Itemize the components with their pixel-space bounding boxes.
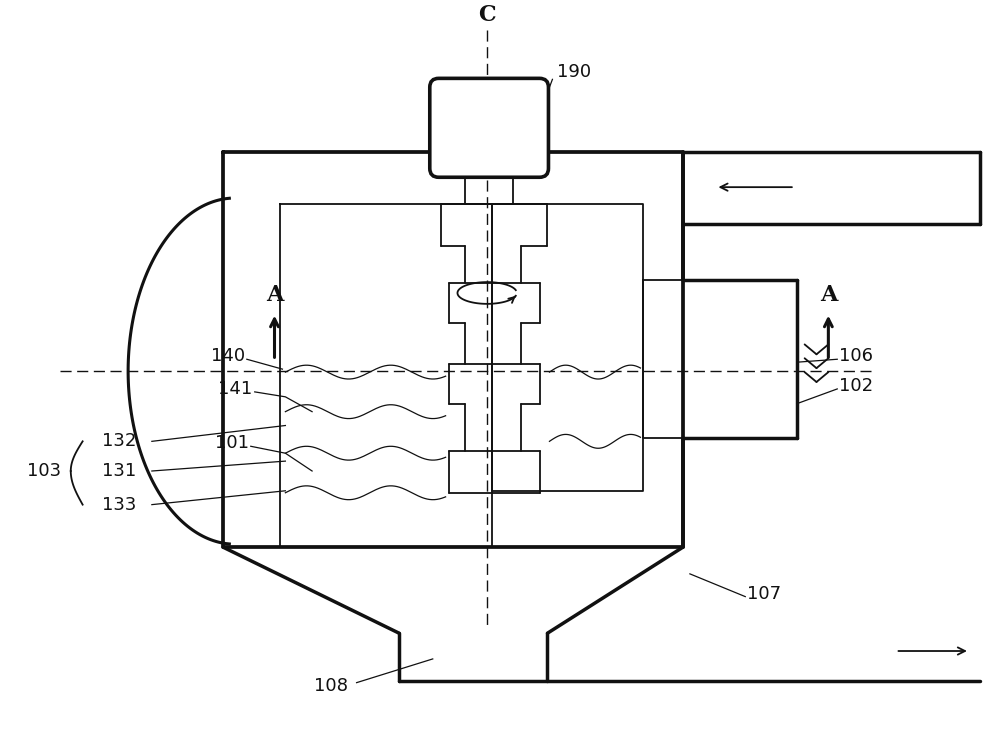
Text: 140: 140: [211, 347, 245, 365]
Text: 101: 101: [215, 434, 249, 453]
Text: 132: 132: [102, 433, 137, 450]
Text: 108: 108: [314, 677, 348, 695]
Text: 190: 190: [557, 63, 591, 82]
Text: A: A: [820, 284, 837, 306]
Text: 131: 131: [102, 462, 137, 480]
Text: 106: 106: [839, 347, 873, 365]
Text: 141: 141: [218, 380, 253, 398]
Text: 107: 107: [747, 585, 781, 603]
Text: C: C: [478, 4, 496, 26]
FancyBboxPatch shape: [430, 79, 548, 177]
Text: 102: 102: [839, 377, 873, 395]
Text: 133: 133: [102, 496, 137, 513]
Text: A: A: [266, 284, 283, 306]
Text: 103: 103: [27, 462, 61, 480]
